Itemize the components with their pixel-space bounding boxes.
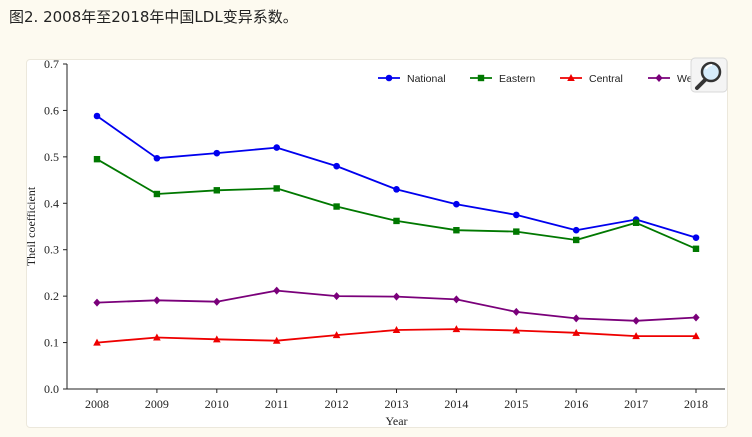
data-point-central [213,335,221,343]
data-point-central [632,332,640,340]
x-tick-label: 2012 [325,397,349,411]
legend-label-national: National [407,73,446,85]
data-point-national [393,186,400,193]
x-tick-label: 2011 [265,397,289,411]
series-eastern [93,155,700,252]
data-point-western [392,292,401,301]
data-point-eastern [153,190,161,198]
data-point-national [333,162,340,170]
data-point-western [692,313,700,322]
data-point-eastern [573,236,580,244]
data-point-central [153,333,161,341]
legend-item-national: National [378,73,446,85]
data-point-western [452,295,460,304]
chart-axes: 0.0 0.1 0.2 0.3 0.4 0.5 0.6 0.7 2008 2009 2010 2011… [24,57,725,428]
data-point-western [213,297,221,306]
x-tick-label: 2013 [385,397,409,411]
y-tick-label: 0.4 [44,196,59,210]
data-point-national [692,234,700,241]
legend-label-central: Central [589,73,623,85]
legend-marker-central [567,74,575,81]
y-tick-label: 0.1 [44,336,59,350]
series-western [93,286,700,325]
data-point-central [452,325,461,333]
zoom-button[interactable] [690,57,728,93]
y-axis-label: Theil coefficient [24,186,38,266]
data-point-central [272,336,281,344]
chart-card [26,59,728,428]
data-point-eastern [393,217,400,225]
chart-legend: NationalEasternCentralWestern [378,73,716,85]
data-point-central [93,338,101,346]
data-point-eastern [273,185,280,192]
y-tick-label: 0.6 [44,103,59,117]
y-tick-label: 0.2 [44,289,59,303]
x-tick-label: 2008 [85,397,109,411]
series-line-eastern [96,158,697,250]
data-point-western [512,307,520,316]
data-point-central [392,326,401,334]
data-point-central [692,332,700,340]
data-point-national [153,154,161,162]
data-point-central [572,328,580,336]
data-point-eastern [692,245,700,252]
data-point-national [213,149,221,157]
data-point-eastern [213,187,220,194]
legend-label-eastern: Eastern [499,73,535,85]
data-point-national [273,144,281,151]
data-point-national [93,112,101,120]
data-point-eastern [93,155,101,163]
data-point-western [273,286,281,295]
data-point-eastern [453,227,460,234]
figure-caption: 图2. 2008年至2018年中国LDL变异系数。 [9,8,298,26]
data-point-eastern [632,219,640,226]
magnifier-icon [690,57,728,93]
data-point-western [572,314,580,323]
x-tick-label: 2016 [564,397,588,411]
y-tick-label: 0.5 [44,150,59,164]
x-tick-label: 2018 [684,397,708,411]
x-tick-label: 2010 [205,397,229,411]
data-point-western [93,298,101,307]
chart-series [93,112,700,346]
data-point-national [513,211,520,219]
data-point-national [572,226,580,234]
y-tick-label: 0.0 [44,382,59,396]
data-point-eastern [333,203,340,210]
legend-marker-western [655,74,663,82]
x-axis-label: Year [385,414,407,428]
legend-item-eastern: Eastern [470,73,535,85]
x-tick-label: 2009 [145,397,169,411]
data-point-central [332,331,341,339]
data-point-western [333,292,341,301]
x-tick-label: 2015 [504,397,528,411]
legend-item-central: Central [560,73,623,85]
y-tick-label: 0.3 [44,243,59,257]
y-tick-label: 0.7 [44,57,59,71]
data-point-western [632,316,640,325]
series-national [93,112,700,241]
legend-marker-national [385,74,393,82]
data-point-national [453,200,460,208]
x-tick-label: 2017 [624,397,648,411]
data-point-eastern [513,228,520,235]
x-tick-label: 2014 [444,397,468,411]
data-point-central [512,326,521,334]
legend-marker-eastern [477,74,485,82]
series-central [93,325,700,346]
data-point-western [153,296,161,305]
